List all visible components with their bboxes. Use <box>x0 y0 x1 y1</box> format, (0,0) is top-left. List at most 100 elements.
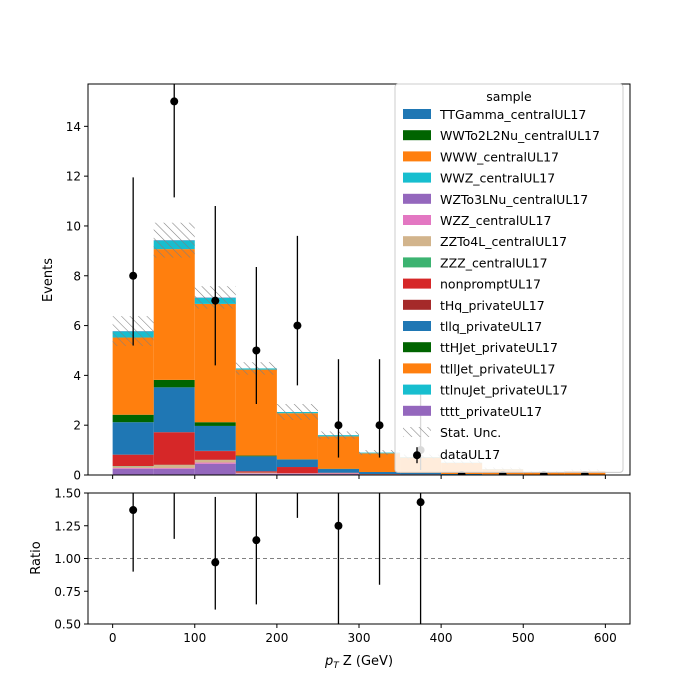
bar-ZZTo4L_centralUL17-bin-2 <box>194 460 236 463</box>
legend-label: WZZ_centralUL17 <box>440 213 551 228</box>
bar-tllq_privateUL17-bin-7 <box>400 473 442 475</box>
data-point-4 <box>293 321 302 330</box>
bar-ZZTo4L_centralUL17-bin-1 <box>153 465 195 469</box>
legend-label-stat-unc: Stat. Unc. <box>440 425 501 440</box>
bottom-y-tick-label: 1.00 <box>54 552 81 566</box>
ratio-point-5 <box>334 521 343 530</box>
legend-label: WZTo3LNu_centralUL17 <box>440 192 588 207</box>
bar-ttHJet_privateUL17-bin-0 <box>112 414 154 423</box>
bar-ttllJet_privateUL17-bin-0 <box>112 337 154 415</box>
legend-swatch <box>403 193 431 204</box>
legend-swatch <box>403 342 431 353</box>
legend-title: sample <box>486 89 532 104</box>
top-y-tick-label: 10 <box>66 219 81 233</box>
bottom-y-axis-label: Ratio <box>29 541 44 574</box>
legend-label: tttt_privateUL17 <box>440 404 542 419</box>
legend-label: nonpromptUL17 <box>440 277 541 292</box>
bar-WZTo3LNu_centralUL17-bin-3 <box>235 473 277 475</box>
data-point-3 <box>252 346 261 355</box>
legend-swatch <box>403 384 431 395</box>
data-points <box>129 84 589 475</box>
bar-WZZ_centralUL17-bin-1 <box>153 468 195 469</box>
bar-ttHJet_privateUL17-bin-3 <box>235 455 277 457</box>
bar-WZZ_centralUL17-bin-2 <box>194 462 236 464</box>
bar-ttHJet_privateUL17-bin-1 <box>153 379 195 388</box>
top-y-tick-label: 2 <box>73 419 81 433</box>
legend-label: ttllJet_privateUL17 <box>440 361 556 376</box>
bar-ttllJet_privateUL17-bin-1 <box>153 249 195 380</box>
legend-label: tHq_privateUL17 <box>440 298 545 313</box>
bottom-axes-frame <box>87 492 631 625</box>
legend-swatch <box>403 172 431 183</box>
legend: sample TTGamma_centralUL17 WWTo2L2Nu_centr… <box>394 83 624 473</box>
legend-label: ZZZ_centralUL17 <box>440 255 548 270</box>
top-y-tick-label: 6 <box>73 319 81 333</box>
legend-swatch-data-point <box>413 451 421 460</box>
ratio-point-3 <box>252 536 261 545</box>
legend-label: WWTo2L2Nu_centralUL17 <box>440 128 600 143</box>
bottom-x-tick-label: 400 <box>430 631 453 645</box>
ratio-point-1 <box>170 481 178 489</box>
top-y-tick-label: 0 <box>73 469 81 483</box>
bar-nonpromptUL17-bin-4 <box>276 467 318 474</box>
legend-swatch <box>403 130 431 141</box>
bar-WZTo3LNu_centralUL17-bin-1 <box>153 468 195 475</box>
data-point-6 <box>375 421 384 430</box>
bar-ZZTo4L_centralUL17-bin-0 <box>112 466 154 469</box>
top-y-axis-ticks: 0 2 4 6 8 10 12 14 <box>66 120 88 483</box>
bar-WZTo3LNu_centralUL17-bin-2 <box>194 463 236 475</box>
bar-WZTo3LNu_centralUL17-bin-4 <box>276 473 318 475</box>
legend-swatch <box>403 236 431 247</box>
bottom-x-axis-ticks: 0 100 200 300 400 500 600 <box>109 624 617 645</box>
top-y-tick-label: 8 <box>73 269 81 283</box>
bottom-x-tick-label: 600 <box>594 631 617 645</box>
legend-label: ZZTo4L_centralUL17 <box>440 234 567 249</box>
bottom-x-tick-label: 0 <box>109 631 117 645</box>
bar-tllq_privateUL17-bin-0 <box>112 422 154 455</box>
bar-tllq_privateUL17-bin-1 <box>153 387 195 433</box>
legend-frame <box>394 83 624 473</box>
bottom-x-tick-label: 500 <box>512 631 535 645</box>
bar-ZZTo4L_centralUL17-bin-3 <box>235 472 277 474</box>
bar-nonpromptUL17-bin-3 <box>235 471 277 473</box>
x-axis-label-main: p <box>324 654 333 669</box>
stat-unc-band-bin-4 <box>276 404 318 420</box>
legend-swatch <box>403 109 431 119</box>
bar-WZZ_centralUL17-bin-0 <box>112 468 154 469</box>
bottom-x-tick-label: 200 <box>265 631 288 645</box>
legend-label: TTGamma_centralUL17 <box>439 107 586 122</box>
bar-WZTo3LNu_centralUL17-bin-0 <box>112 468 154 475</box>
top-y-tick-label: 12 <box>66 170 81 184</box>
bar-ttllJet_privateUL17-bin-4 <box>276 413 318 460</box>
x-axis-label-sub: T <box>333 661 340 671</box>
bar-nonpromptUL17-bin-2 <box>194 451 236 460</box>
bar-tllq_privateUL17-bin-5 <box>317 469 359 473</box>
legend-swatch <box>403 363 431 374</box>
data-point-5 <box>334 421 343 430</box>
bar-tllq_privateUL17-bin-2 <box>194 425 236 451</box>
legend-swatch <box>403 215 431 225</box>
x-axis-label-rest: Z (GeV) <box>339 654 393 669</box>
legend-swatch <box>403 299 431 310</box>
data-point-1 <box>170 97 179 106</box>
bottom-x-tick-label: 300 <box>348 631 371 645</box>
legend-label: WWZ_centralUL17 <box>440 171 555 186</box>
bar-tllq_privateUL17-bin-3 <box>235 456 277 472</box>
data-point-2 <box>211 296 220 305</box>
legend-swatch <box>403 405 431 416</box>
data-point-0 <box>129 271 138 280</box>
ratio-point-7 <box>416 498 425 507</box>
bar-tllq_privateUL17-bin-4 <box>276 459 318 468</box>
x-axis-label: pT Z (GeV) <box>324 654 393 671</box>
bar-nonpromptUL17-bin-0 <box>112 454 154 467</box>
top-x-axis-ticks <box>112 475 606 479</box>
legend-swatch <box>403 257 431 268</box>
bar-tllq_privateUL17-bin-6 <box>359 472 401 475</box>
bar-WZTo3LNu_centralUL17-bin-5 <box>317 473 359 475</box>
stat-unc-band-bin-1 <box>153 222 195 258</box>
legend-label: ttlnuJet_privateUL17 <box>440 383 568 398</box>
ratio-points <box>129 481 425 624</box>
bottom-y-axis-ticks: 0.50 0.75 1.00 1.25 1.50 <box>54 487 88 632</box>
